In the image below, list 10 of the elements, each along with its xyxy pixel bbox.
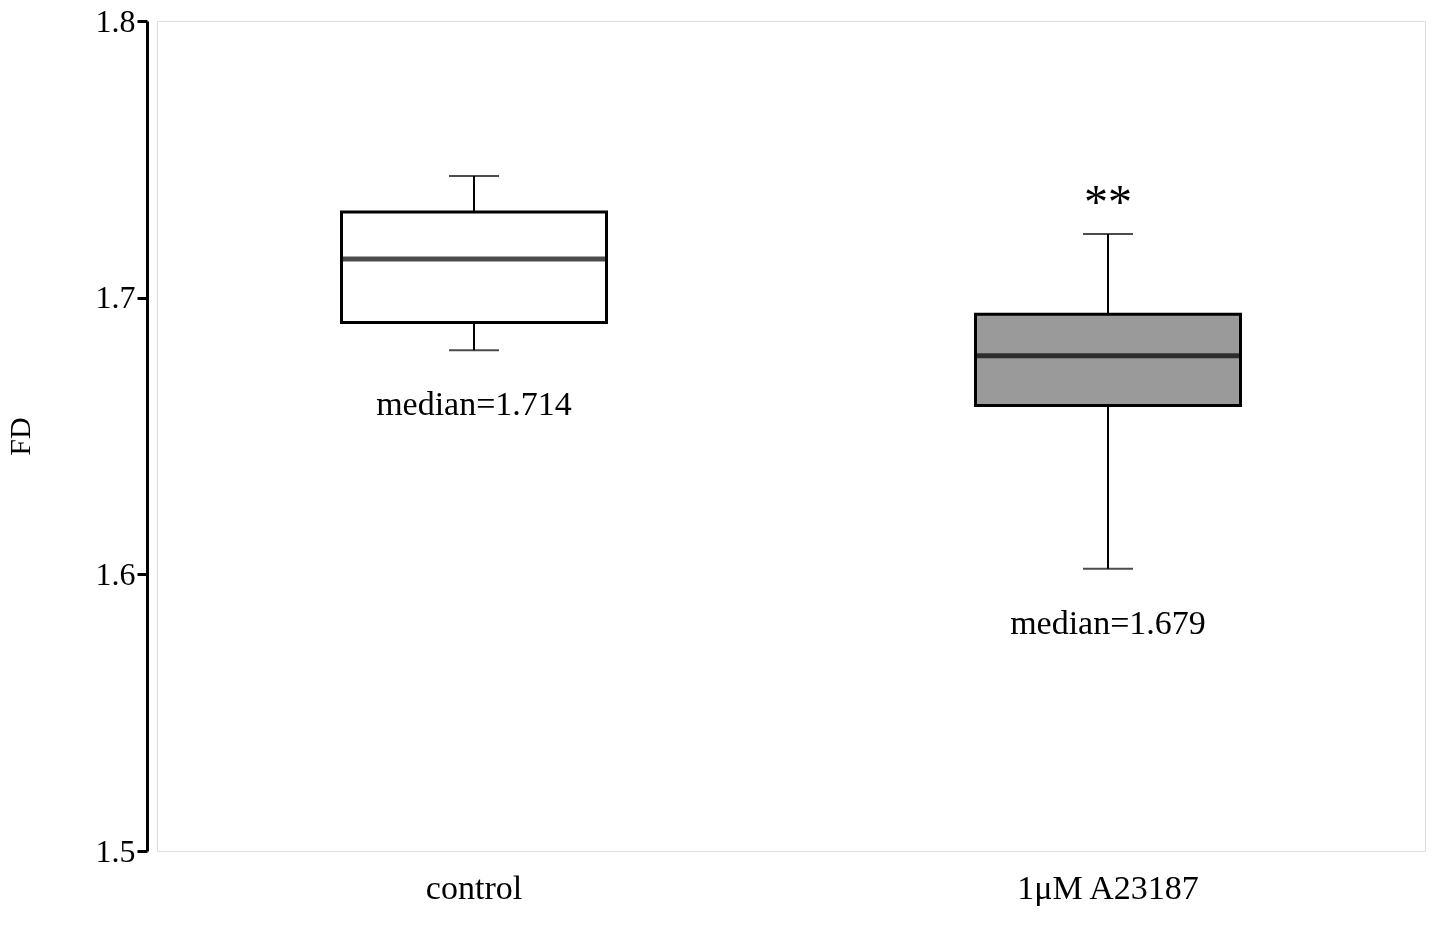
annotation: ** xyxy=(1084,175,1132,229)
annotation: median=1.679 xyxy=(1010,603,1206,641)
y-tick-label: 1.6 xyxy=(95,555,136,592)
x-tick-label: 1μM A23187 xyxy=(1017,868,1199,906)
y-tick-label: 1.7 xyxy=(95,279,136,316)
annotation: median=1.714 xyxy=(376,385,572,423)
x-tick-label: control xyxy=(425,868,523,906)
y-axis-title: FD xyxy=(2,417,36,456)
y-tick-label: 1.5 xyxy=(95,832,136,869)
y-tick-label: 1.8 xyxy=(95,2,136,39)
